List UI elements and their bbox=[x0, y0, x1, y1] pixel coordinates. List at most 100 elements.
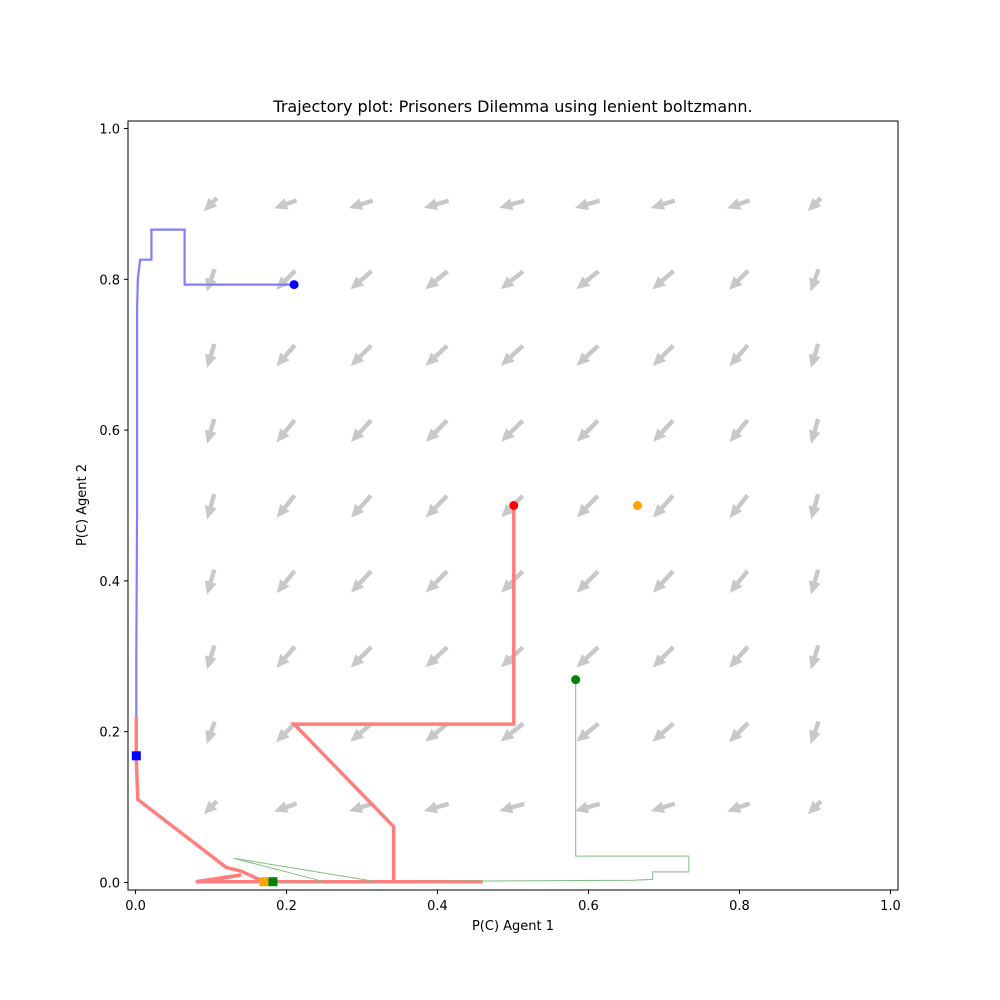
start-marker bbox=[633, 501, 643, 510]
quiver-arrow bbox=[729, 418, 750, 443]
quiver-arrow bbox=[350, 269, 373, 290]
x-tick-label: 0.4 bbox=[427, 899, 448, 914]
y-axis-label: P(C) Agent 2 bbox=[75, 464, 90, 546]
x-axis-label: P(C) Agent 1 bbox=[472, 919, 554, 934]
quiver-arrow bbox=[809, 720, 821, 744]
quiver-arrow bbox=[650, 198, 676, 210]
quiver-arrow bbox=[351, 494, 373, 518]
quiver-arrow bbox=[807, 196, 823, 212]
quiver-arrow bbox=[576, 344, 600, 366]
quiver-arrow bbox=[652, 344, 675, 366]
quiver-arrow bbox=[351, 569, 373, 593]
start-marker bbox=[509, 501, 519, 510]
y-tick-label: 0.4 bbox=[99, 575, 120, 590]
quiver-arrow bbox=[276, 569, 297, 594]
quiver-arrow bbox=[808, 493, 821, 520]
quiver-arrow bbox=[809, 343, 821, 368]
quiver-arrow bbox=[576, 494, 600, 518]
quiver-arrow bbox=[204, 418, 217, 444]
quiver-arrow bbox=[576, 569, 600, 593]
quiver-arrow bbox=[425, 344, 449, 366]
quiver-arrow bbox=[425, 494, 449, 518]
markers bbox=[131, 280, 643, 887]
quiver-arrow bbox=[274, 801, 298, 813]
quiver-arrow bbox=[203, 799, 219, 815]
quiver-arrow bbox=[729, 269, 750, 290]
quiver-arrow bbox=[500, 344, 525, 366]
quiver-arrow bbox=[350, 721, 373, 742]
quiver-arrow bbox=[499, 198, 525, 211]
quiver-arrow bbox=[500, 721, 525, 742]
quiver-arrow bbox=[729, 569, 750, 594]
plot-frame bbox=[127, 120, 899, 891]
x-axis-ticks: 0.0 0.2 0.4 0.6 0.8 1.0 bbox=[125, 890, 901, 914]
quiver-arrow bbox=[653, 418, 675, 442]
quiver-arrow bbox=[650, 801, 676, 813]
quiver-arrow bbox=[652, 721, 675, 742]
quiver-arrow bbox=[274, 198, 298, 210]
quiver-arrow bbox=[205, 720, 217, 744]
quiver-arrow bbox=[425, 645, 449, 668]
quiver-arrow bbox=[425, 569, 449, 593]
quiver-arrow bbox=[348, 198, 374, 210]
quiver-arrow bbox=[576, 645, 600, 668]
quiver-arrow bbox=[653, 494, 675, 518]
quiver-arrow bbox=[205, 644, 217, 670]
quiver-arrow bbox=[205, 268, 217, 292]
quiver-arrow bbox=[501, 419, 525, 442]
quiver-arrow bbox=[576, 269, 600, 290]
quiver-arrow bbox=[500, 269, 525, 290]
y-axis-ticks: 0.0 0.2 0.4 0.6 0.8 1.0 bbox=[99, 123, 128, 891]
quiver-arrow bbox=[423, 801, 450, 814]
quiver-arrow bbox=[807, 799, 823, 815]
y-tick-label: 0.8 bbox=[99, 273, 120, 288]
quiver-arrow bbox=[204, 569, 217, 595]
quiver-arrow bbox=[205, 343, 217, 368]
x-tick-label: 1.0 bbox=[880, 899, 901, 914]
quiver-arrow bbox=[425, 721, 449, 742]
quiver-arrow bbox=[423, 198, 450, 210]
quiver-arrow bbox=[350, 645, 373, 668]
quiver-arrow bbox=[652, 645, 675, 668]
trajectory-line bbox=[135, 228, 295, 755]
quiver-arrow bbox=[425, 269, 449, 290]
quiver-arrow bbox=[351, 418, 373, 442]
quiver-arrow bbox=[276, 418, 297, 443]
quiver-arrow bbox=[809, 644, 821, 670]
quiver-arrow bbox=[727, 801, 751, 813]
x-tick-label: 0.0 bbox=[125, 899, 146, 914]
end-marker bbox=[131, 751, 141, 761]
quiver-arrow bbox=[653, 569, 675, 593]
quiver-arrow bbox=[203, 196, 219, 212]
y-tick-label: 0.6 bbox=[99, 424, 120, 439]
quiver-arrow bbox=[499, 801, 525, 814]
quiver-arrow bbox=[652, 269, 675, 290]
quiver-arrow bbox=[350, 344, 373, 366]
quiver-arrow bbox=[729, 343, 750, 367]
chart-title: Trajectory plot: Prisoners Dilemma using… bbox=[272, 97, 752, 116]
trajectory-line bbox=[233, 679, 690, 883]
quiver-arrow bbox=[576, 721, 600, 742]
quiver-arrow bbox=[729, 645, 750, 668]
quiver-arrow bbox=[576, 419, 600, 442]
y-tick-label: 1.0 bbox=[99, 123, 120, 138]
quiver-arrow bbox=[729, 721, 750, 743]
quiver-arrow bbox=[276, 721, 297, 743]
x-tick-label: 0.2 bbox=[276, 899, 297, 914]
trajectories bbox=[134, 228, 690, 884]
x-tick-label: 0.8 bbox=[729, 899, 750, 914]
quiver-arrow bbox=[808, 569, 821, 595]
y-tick-label: 0.0 bbox=[99, 876, 120, 891]
quiver-arrow bbox=[727, 198, 751, 210]
start-marker bbox=[289, 280, 299, 290]
quiver-arrow bbox=[425, 419, 449, 442]
quiver-arrow bbox=[276, 494, 297, 518]
quiver-arrow bbox=[729, 494, 750, 518]
start-marker bbox=[571, 675, 581, 685]
quiver-arrow bbox=[276, 343, 297, 367]
vector-field bbox=[203, 196, 823, 815]
quiver-arrow bbox=[574, 198, 601, 210]
quiver-arrow bbox=[574, 801, 601, 814]
y-tick-label: 0.2 bbox=[99, 726, 120, 741]
